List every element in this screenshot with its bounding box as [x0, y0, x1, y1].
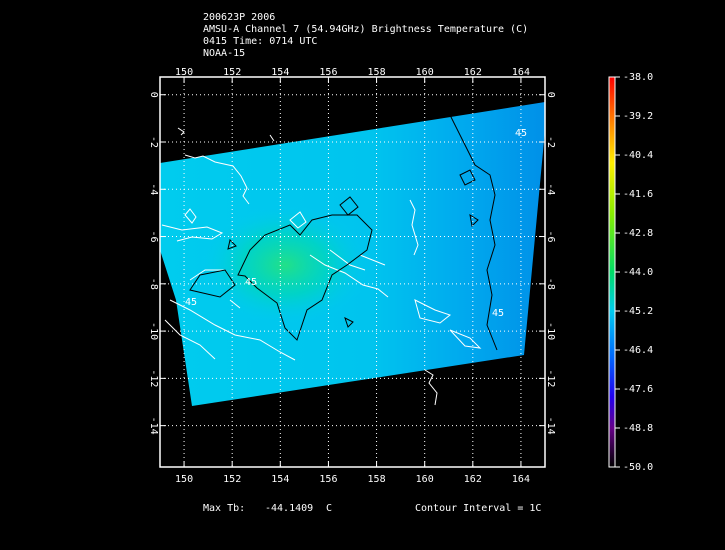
- x-tick-label: 152: [223, 474, 241, 485]
- y-tick-label: -4: [148, 183, 159, 195]
- coastline: [189, 269, 241, 309]
- x-tick-label: 156: [319, 474, 337, 485]
- colorbar-tick-label: -39.2: [623, 111, 653, 122]
- y-tick-label: -8: [545, 278, 556, 290]
- header-line: 0415 Time: 0714 UTC: [203, 36, 317, 47]
- max-tb-value: -44.1409: [265, 503, 313, 514]
- coastline: [177, 127, 275, 142]
- x-tick-label: 162: [464, 474, 482, 485]
- x-tick-label: 164: [512, 67, 530, 78]
- x-tick-label: 150: [175, 67, 193, 78]
- colorbar-tick-label: -47.6: [623, 384, 653, 395]
- x-tick-label: 160: [416, 474, 434, 485]
- contour-label: 45: [492, 308, 504, 319]
- x-tick-label: 154: [271, 474, 289, 485]
- y-tick-label: -12: [148, 369, 159, 387]
- max-tb-unit: C: [326, 503, 332, 514]
- header: 200623P 2006 AMSU-A Channel 7 (54.94GHz)…: [203, 12, 528, 59]
- contour-label: 45: [245, 277, 257, 288]
- x-tick-label: 160: [416, 67, 434, 78]
- x-tick-label: 156: [319, 67, 337, 78]
- y-tick-label: -10: [148, 322, 159, 340]
- contour-interval: Contour Interval = 1C: [415, 503, 541, 514]
- coastline: [184, 208, 307, 229]
- y-tick-label: -4: [545, 183, 556, 195]
- y-tick-label: -2: [545, 136, 556, 148]
- x-tick-label: 152: [223, 67, 241, 78]
- coastline: [184, 154, 250, 205]
- x-tick-label: 162: [464, 67, 482, 78]
- max-tb-label: Max Tb:: [203, 503, 245, 514]
- colorbar-tick-label: -46.4: [623, 345, 653, 356]
- x-tick-label: 158: [368, 474, 386, 485]
- y-tick-label: -6: [545, 231, 556, 243]
- coastline: [409, 199, 482, 349]
- header-line: 200623P 2006: [203, 12, 275, 23]
- coastline: [164, 299, 296, 361]
- coastline: [424, 369, 438, 406]
- map-border: [159, 76, 546, 468]
- colorbar-tick-label: -40.4: [623, 150, 653, 161]
- colorbar-tick-label: -42.8: [623, 228, 653, 239]
- swath: [160, 102, 545, 406]
- colorbar-tick-label: -41.6: [623, 189, 653, 200]
- x-tick-label: 150: [175, 474, 193, 485]
- x-tick-label: 158: [368, 67, 386, 78]
- contour: [237, 214, 373, 341]
- coastline: [309, 249, 389, 298]
- contour-label: 45: [185, 297, 197, 308]
- colorbar-tick-label: -48.8: [623, 423, 653, 434]
- y-tick-label: -10: [545, 322, 556, 340]
- colorbar-tick-label: -44.0: [623, 267, 653, 278]
- header-line: NOAA-15: [203, 48, 245, 59]
- y-tick-label: -8: [148, 278, 159, 290]
- colorbar-scale: [608, 76, 616, 468]
- contour: [189, 196, 359, 298]
- x-tick-label: 154: [271, 67, 289, 78]
- footer: Max Tb: -44.1409 C Contour Interval = 1C: [203, 503, 541, 514]
- contour: [344, 169, 479, 328]
- x-tick-label: 164: [512, 474, 530, 485]
- y-tick-label: -12: [545, 369, 556, 387]
- map-frame: [159, 76, 546, 468]
- contour: [449, 114, 498, 351]
- warm-area: [200, 205, 370, 325]
- header-line: AMSU-A Channel 7 (54.94GHz) Brightness T…: [203, 24, 528, 35]
- contours: [189, 114, 498, 351]
- colorbar-tick-label: -50.0: [623, 462, 653, 473]
- colorbar-tick-label: -38.0: [623, 72, 653, 83]
- y-tick-label: -14: [545, 417, 556, 435]
- colorbar: [608, 76, 616, 468]
- y-tick-label: 0: [148, 92, 159, 98]
- y-tick-label: -6: [148, 231, 159, 243]
- y-tick-label: -2: [148, 136, 159, 148]
- y-tick-label: -14: [148, 417, 159, 435]
- y-tick-label: 0: [545, 92, 556, 98]
- colorbar-tick-label: -45.2: [623, 306, 653, 317]
